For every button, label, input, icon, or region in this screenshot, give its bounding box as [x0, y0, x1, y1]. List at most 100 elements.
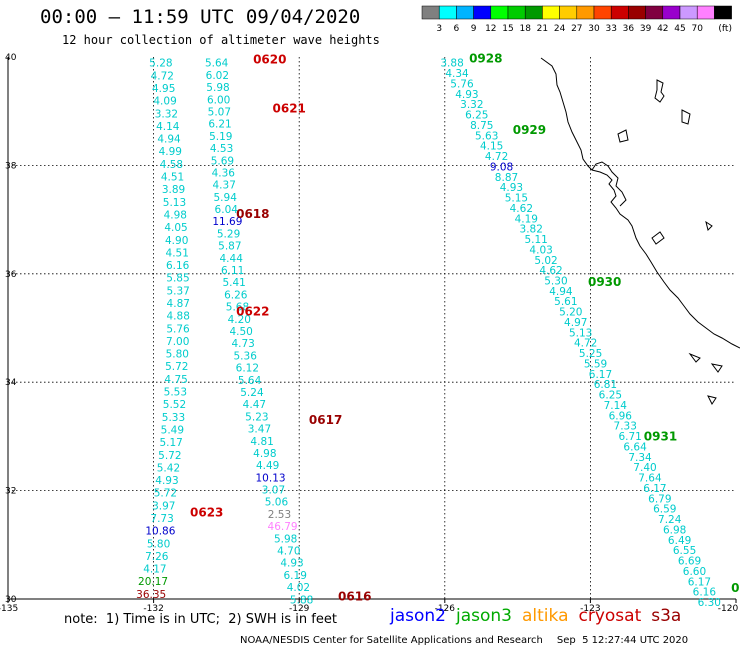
lat-tick-label: 40: [5, 53, 17, 63]
legend-swatch: [559, 5, 578, 20]
legend-swatch: [593, 5, 612, 20]
wave-height-value: 9.08: [490, 161, 513, 173]
wave-height-value: 5.52: [163, 399, 186, 411]
wave-height-value: 7.26: [145, 551, 169, 563]
wave-height-value: 6.16: [166, 260, 190, 272]
wave-height-value: 6.96: [609, 410, 633, 422]
wave-height-value: 5.24: [240, 387, 264, 399]
wave-height-value: 3.07: [262, 485, 285, 497]
coastline-inland-lake: [654, 79, 665, 103]
wave-height-value: 5.64: [205, 58, 229, 70]
wave-height-value: 6.59: [653, 504, 676, 516]
coastline-tahoe: [617, 129, 629, 143]
wave-height-value: 3.82: [520, 224, 543, 236]
legend-label: 3: [436, 24, 442, 34]
wave-height-value: 4.05: [164, 222, 187, 234]
legend-swatch: [645, 5, 664, 20]
wave-height-value: 7.24: [658, 514, 682, 526]
wave-height-value: 8.87: [495, 172, 518, 184]
wave-height-value: 5.87: [218, 241, 241, 253]
legend-label: 33: [605, 24, 616, 34]
legend-label: 42: [657, 24, 668, 34]
legend-label: 45: [674, 24, 685, 34]
wave-height-value: 4.93: [280, 558, 303, 570]
wave-height-value: 5.76: [166, 323, 190, 335]
wave-height-value: 36.35: [136, 589, 166, 601]
wave-height-value: 4.98: [253, 448, 276, 460]
legend-unit: (ft): [718, 24, 732, 34]
wave-height-value: 4.93: [455, 89, 478, 101]
wave-height-value: 4.02: [287, 582, 310, 594]
wave-height-value: 4.17: [143, 564, 166, 576]
track-time-label: 0618: [236, 207, 269, 221]
wave-height-value: 5.19: [209, 131, 232, 143]
lon-tick-label: -132: [143, 604, 163, 614]
wave-height-value: 5.68: [226, 302, 249, 314]
footer-credit: NOAA/NESDIS Center for Satellite Applica…: [240, 635, 543, 646]
wave-height-value: 4.90: [165, 235, 188, 247]
legend-swatch: [507, 5, 526, 20]
wave-height-value: 5.94: [214, 192, 238, 204]
legend-swatch: [662, 5, 681, 20]
wave-height-value: 6.16: [693, 587, 717, 599]
wave-height-value: 5.07: [208, 106, 231, 118]
legend-label: 39: [640, 24, 652, 34]
wave-height-value: 20.17: [138, 576, 168, 588]
coastline-sf-bay: [591, 161, 627, 207]
lon-tick-label: -135: [0, 604, 18, 614]
lat-tick-label: 34: [5, 378, 17, 388]
wave-height-value: 10.13: [256, 472, 286, 484]
wave-height-value: 2.53: [268, 509, 291, 521]
track-time-label: 0929: [513, 123, 546, 137]
track-time-label: 0931: [644, 429, 677, 443]
wave-height-value: 7.33: [614, 421, 637, 433]
wave-height-value: 5.72: [165, 361, 188, 373]
wave-height-value: 5.25: [579, 348, 602, 360]
channel-island-2: [710, 363, 723, 373]
wave-height-value: 4.62: [539, 265, 562, 277]
legend-swatch: [524, 5, 543, 20]
wave-height-value: 4.49: [256, 460, 279, 472]
wave-height-value: 6.71: [618, 431, 641, 443]
lat-tick-label: 38: [5, 161, 17, 171]
wave-height-value: 6.26: [224, 289, 248, 301]
wave-height-value: 4.37: [213, 180, 236, 192]
wave-height-value: 6.21: [208, 119, 231, 131]
wave-height-value: 5.59: [584, 358, 607, 370]
wave-height-value: 6.19: [284, 570, 307, 582]
wave-height-value: 6.11: [221, 265, 244, 277]
track-time-label: 0616: [338, 589, 371, 603]
wave-height-value: 11.69: [212, 216, 242, 228]
wave-height-value: 5.23: [245, 411, 268, 423]
wave-height-value: 5.80: [147, 538, 170, 550]
wave-height-value: 3.88: [440, 58, 463, 70]
note-text: note: 1) Time is in UTC; 2) SWH is in fe…: [64, 612, 337, 627]
wave-height-value: 5.13: [569, 327, 592, 339]
wave-height-value: 3.97: [152, 500, 175, 512]
wave-height-value: 6.17: [643, 483, 666, 495]
track-time-label: 0928: [469, 52, 502, 66]
wave-height-value: 5.29: [217, 228, 240, 240]
satellite-jason2: jason2: [390, 606, 446, 626]
track-time-label: 0623: [190, 505, 223, 519]
wave-height-value: 6.60: [683, 566, 706, 578]
lat-tick-label: 32: [5, 487, 16, 497]
track-time-label: 0620: [253, 53, 286, 67]
track-time-label: 0621: [273, 101, 306, 115]
wave-height-value: 4.34: [445, 68, 469, 80]
channel-island-3: [707, 395, 717, 405]
wave-height-value: 6.25: [465, 110, 488, 122]
footer: NOAA/NESDIS Center for Satellite Applica…: [240, 635, 688, 646]
lat-tick-label: 30: [5, 595, 17, 605]
wave-height-value: 6.25: [599, 390, 622, 402]
track-time-label: 0622: [236, 305, 269, 319]
wave-height-value: 5.80: [166, 349, 189, 361]
wave-height-value: 7.73: [150, 513, 173, 525]
legend-swatch: [421, 5, 440, 20]
wave-height-value: 5.69: [211, 155, 234, 167]
wave-height-value: 7.34: [628, 452, 652, 464]
wave-height-value: 5.98: [274, 533, 297, 545]
wave-height-value: 5.98: [206, 82, 229, 94]
lon-tick-label: -123: [580, 604, 600, 614]
